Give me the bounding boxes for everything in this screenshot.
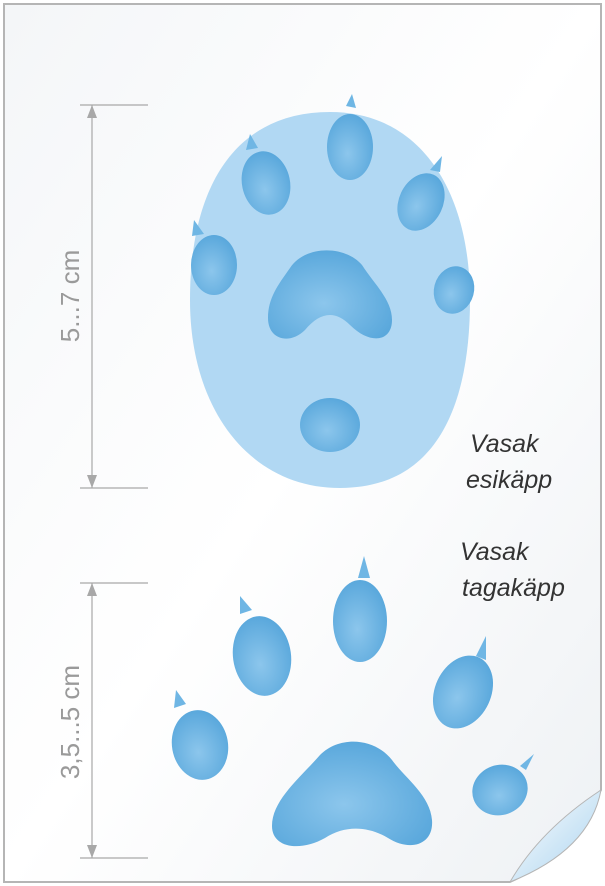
hind-dimension: 3,5...5 cm (55, 582, 148, 859)
caption-line: Vasak (460, 538, 530, 566)
size-label: 3,5...5 cm (55, 665, 85, 779)
caption-line: tagakäpp (462, 574, 565, 602)
caption-line: Vasak (470, 430, 540, 458)
page-curl (508, 788, 602, 884)
hind-paw (171, 556, 534, 847)
front-paw (190, 94, 475, 488)
caption-line: esikäpp (466, 466, 552, 494)
front-dimension: 5...7 cm (55, 104, 148, 489)
size-label: 5...7 cm (55, 250, 85, 342)
